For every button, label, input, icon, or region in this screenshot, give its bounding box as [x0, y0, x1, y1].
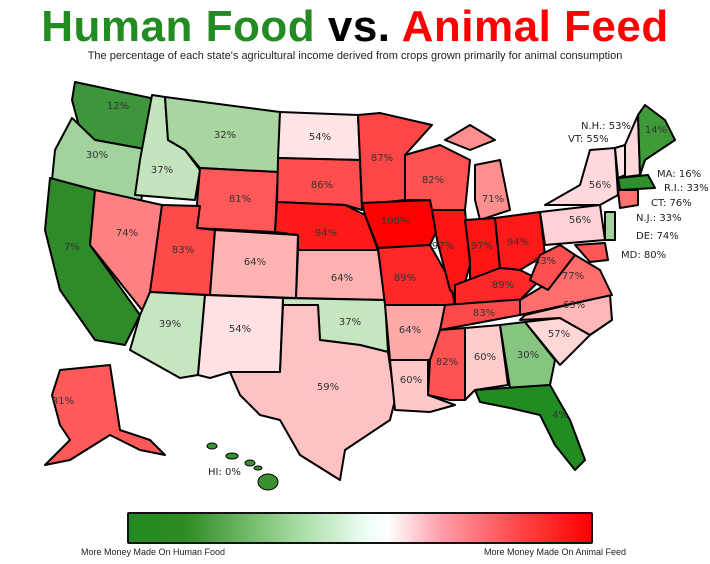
state-ct [617, 189, 639, 209]
label-ar: 64% [399, 325, 421, 336]
legend-label-animal-feed: More Money Made On Animal Feed [484, 547, 627, 557]
callout-nh: N.H.: 53% [581, 121, 631, 132]
label-ut: 83% [172, 245, 194, 256]
callout-md: MD: 80% [621, 250, 667, 261]
callout-ma: MA: 16% [657, 169, 702, 180]
label-ms: 82% [436, 357, 458, 368]
state-ak [44, 364, 166, 466]
label-id: 37% [151, 165, 173, 176]
state-ny [544, 147, 619, 206]
label-wi: 82% [422, 175, 444, 186]
state-hi [206, 442, 279, 491]
label-tx: 59% [317, 382, 339, 393]
label-ny: 56% [589, 180, 611, 191]
label-ok: 37% [339, 317, 361, 328]
label-al: 60% [474, 352, 496, 363]
callout-ct: CT: 76% [651, 198, 692, 209]
label-sc: 57% [548, 329, 570, 340]
legend-label-human-food: More Money Made On Human Food [81, 547, 226, 557]
label-mo: 89% [394, 273, 416, 284]
color-scale-legend [127, 512, 593, 544]
callout-vt: VT: 55% [568, 134, 609, 145]
title-vs: vs. [327, 2, 391, 51]
state-ma [617, 174, 656, 191]
label-ky: 89% [492, 280, 514, 291]
label-co: 64% [244, 257, 266, 268]
label-wa: 12% [107, 101, 129, 112]
label-mt: 32% [214, 130, 236, 141]
label-ga: 30% [517, 350, 539, 361]
label-ia: 100% [381, 216, 410, 227]
label-fl: 4% [552, 410, 568, 421]
page-title: Human Food vs. Animal Feed [0, 2, 710, 52]
state-me [637, 104, 676, 176]
label-il: 97% [432, 241, 454, 252]
state-nj [604, 211, 616, 241]
label-wy: 81% [229, 194, 251, 205]
state-oh [494, 211, 546, 271]
label-az: 39% [159, 319, 181, 330]
label-nv: 74% [116, 228, 138, 239]
callout-ri: R.I.: 33% [664, 183, 709, 194]
label-va: 77% [562, 271, 584, 282]
label-la: 60% [400, 375, 422, 386]
label-wv: 83% [534, 256, 556, 267]
label-ne: 94% [315, 228, 337, 239]
label-ak: 81% [52, 396, 74, 407]
title-animal-feed: Animal Feed [401, 2, 669, 51]
state-nm [197, 294, 284, 379]
label-pa: 56% [569, 215, 591, 226]
state-mi [444, 124, 511, 221]
label-nc: 63% [563, 300, 585, 311]
subtitle: The percentage of each state's agricultu… [87, 50, 623, 62]
state-sd [276, 157, 363, 211]
state-wv [529, 244, 576, 291]
state-ga [499, 321, 556, 389]
callout-nj: N.J.: 33% [636, 213, 682, 224]
label-oh: 94% [507, 237, 529, 248]
state-md [574, 242, 609, 263]
label-in: 97% [471, 241, 493, 252]
state-la [389, 359, 456, 413]
callout-de: DE: 74% [636, 231, 679, 242]
label-me: 14% [645, 125, 667, 136]
title-human-food: Human Food [41, 2, 316, 51]
label-mn: 87% [371, 153, 393, 164]
label-mi: 71% [482, 194, 504, 205]
label-ks: 64% [331, 273, 353, 284]
state-vt [614, 144, 626, 179]
label-nm: 54% [229, 324, 251, 335]
state-fl [474, 384, 586, 471]
label-or: 30% [86, 150, 108, 161]
label-tn: 83% [473, 308, 495, 319]
label-sd: 86% [311, 180, 333, 191]
label-nd: 54% [309, 132, 331, 143]
callout-hi: HI: 0% [208, 467, 241, 478]
label-ca: 7% [64, 242, 80, 253]
state-al [464, 324, 509, 401]
state-tx [229, 304, 396, 481]
